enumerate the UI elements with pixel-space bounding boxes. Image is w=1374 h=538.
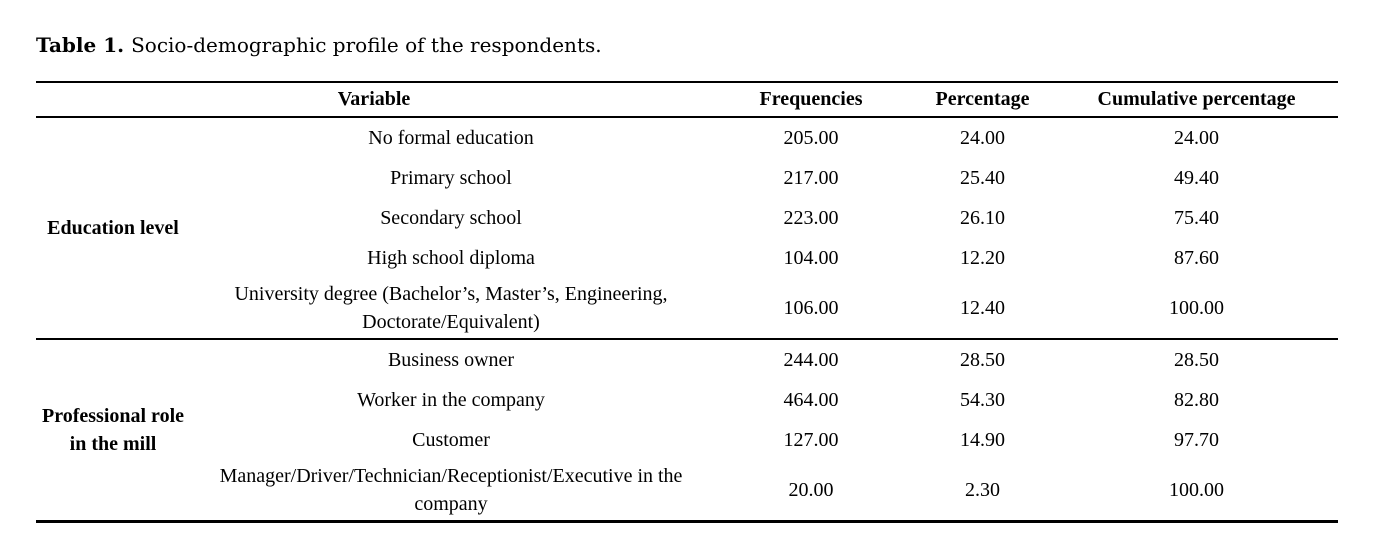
group-label-education-level: Education level [47,217,179,239]
frequency-cell: 127.00 [783,429,839,451]
group-label-professional-role: Professional role in the mill [41,405,185,455]
frequency-cell: 217.00 [783,167,839,189]
variable-cell: Customer [412,429,490,451]
variable-cell: High school diploma [367,247,535,269]
percentage-cell: 24.00 [960,127,1006,149]
variable-text: Manager/Driver/Technician/Receptionist/E… [219,465,683,515]
variable-cell: Secondary school [380,207,522,229]
table-row: University degree (Bachelor’s, Master’s,… [36,278,1338,339]
percentage-cell: 14.90 [960,429,1006,451]
cumulative-cell: 75.40 [1174,207,1220,229]
col-header-percentage: Percentage [935,88,1030,110]
table-caption-label: Table 1. [36,33,125,57]
variable-cell: Business owner [387,349,515,371]
socio-demographic-table: Variable Frequencies Percentage Cumulati… [36,81,1339,523]
percentage-cell: 28.50 [960,349,1006,371]
table-row: Education level No formal education 205.… [36,117,1338,239]
col-header-variable: Variable [337,88,411,110]
frequency-cell: 104.00 [783,247,839,269]
table-caption: Table 1. Socio-demographic profile of the… [36,30,1338,60]
variable-cell: Worker in the company [357,389,545,411]
table-row: Customer 127.00 14.90 97.70 [36,420,1338,460]
cumulative-cell: 82.80 [1174,389,1220,411]
percentage-cell: 54.30 [960,389,1006,411]
frequency-cell: 106.00 [783,297,839,319]
header-row: Variable Frequencies Percentage Cumulati… [36,82,1338,117]
cumulative-cell: 24.00 [1174,127,1220,149]
percentage-cell: 26.10 [960,207,1006,229]
variable-cell: No formal education [368,127,534,149]
table-row: Professional role in the mill Business o… [36,339,1338,455]
table-row: Manager/Driver/Technician/Receptionist/E… [36,460,1338,522]
percentage-cell: 2.30 [965,479,1001,501]
frequency-cell: 244.00 [783,349,839,371]
cumulative-cell: 28.50 [1174,349,1220,371]
percentage-cell: 12.40 [960,297,1006,319]
table-row: Secondary school 223.00 26.10 75.40 [36,198,1338,238]
frequency-cell: 205.00 [783,127,839,149]
col-header-cumulative-percentage: Cumulative percentage [1097,88,1296,110]
professional-role-group: Professional role in the mill Business o… [36,339,1339,522]
percentage-cell: 25.40 [960,167,1006,189]
frequency-cell: 223.00 [783,207,839,229]
frequency-cell: 464.00 [783,389,839,411]
cumulative-cell: 97.70 [1174,429,1220,451]
table-row: High school diploma 104.00 12.20 87.60 [36,238,1338,278]
variable-cell: University degree (Bachelor’s, Master’s,… [190,278,712,339]
percentage-cell: 12.20 [960,247,1006,269]
table-caption-text: Socio-demographic profile of the respond… [131,33,602,57]
frequency-cell: 20.00 [788,479,834,501]
col-header-frequencies: Frequencies [759,88,863,110]
variable-cell: Primary school [390,167,512,189]
table-row: Primary school 217.00 25.40 49.40 [36,158,1338,198]
cumulative-cell: 87.60 [1174,247,1220,269]
cumulative-cell: 49.40 [1174,167,1220,189]
table-row: Worker in the company 464.00 54.30 82.80 [36,380,1338,420]
variable-text: University degree (Bachelor’s, Master’s,… [234,283,668,333]
variable-cell: Manager/Driver/Technician/Receptionist/E… [190,460,712,522]
cumulative-cell: 100.00 [1169,479,1225,501]
cumulative-cell: 100.00 [1169,297,1225,319]
table-header: Variable Frequencies Percentage Cumulati… [36,82,1339,117]
education-level-group: Education level No formal education 205.… [36,117,1339,339]
